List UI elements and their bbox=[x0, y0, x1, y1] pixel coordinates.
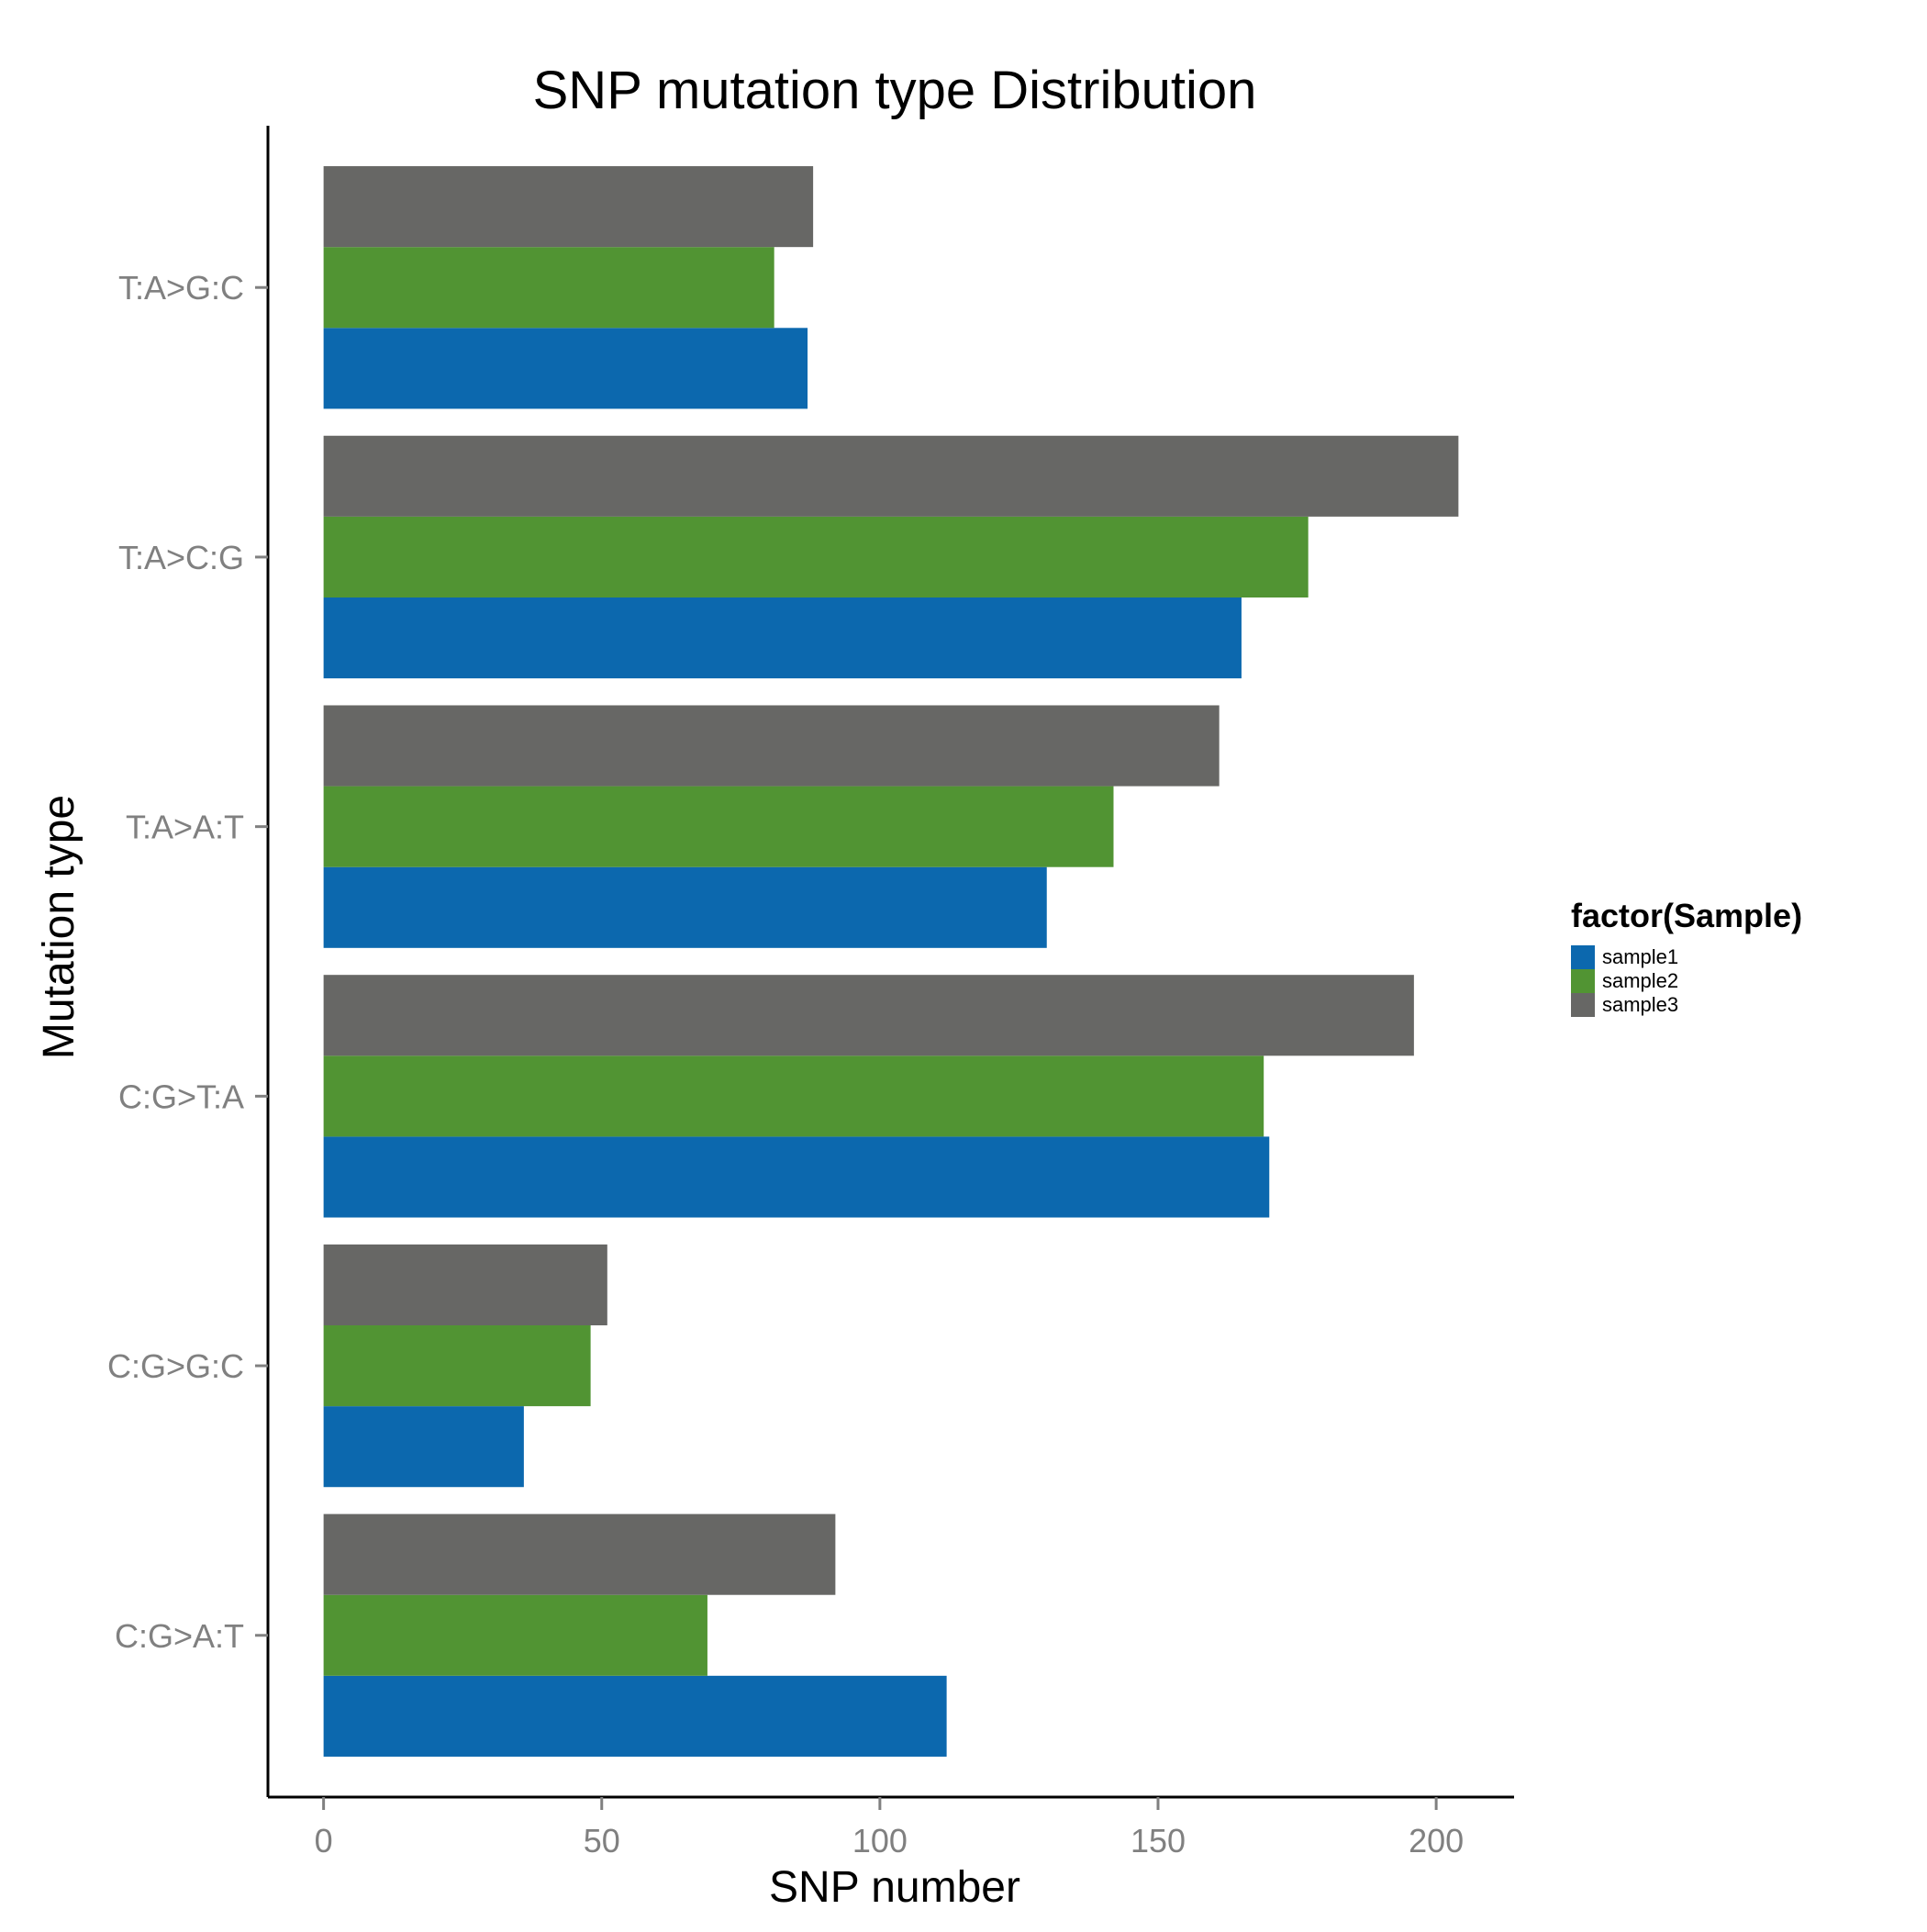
bar-sample1-T:A>G:C bbox=[323, 328, 808, 409]
y-tick-label-T:A>A:T: T:A>A:T bbox=[126, 809, 244, 846]
bar-sample2-C:G>G:C bbox=[323, 1325, 591, 1407]
bar-sample2-C:G>A:T bbox=[323, 1594, 707, 1676]
y-tick-label-T:A>C:G: T:A>C:G bbox=[118, 539, 244, 576]
bar-sample1-C:G>G:C bbox=[323, 1406, 524, 1488]
chart-title: SNP mutation type Distribution bbox=[533, 61, 1257, 120]
x-tick-label-200: 200 bbox=[1409, 1822, 1464, 1859]
legend-title: factor(Sample) bbox=[1571, 897, 1802, 934]
y-tick-label-C:G>T:A: C:G>T:A bbox=[118, 1078, 244, 1115]
bar-sample2-C:G>T:A bbox=[323, 1055, 1264, 1137]
x-tick-label-100: 100 bbox=[852, 1822, 908, 1859]
legend-key-sample3 bbox=[1571, 993, 1595, 1017]
legend-label-sample3: sample3 bbox=[1602, 993, 1678, 1016]
x-tick-label-0: 0 bbox=[315, 1822, 333, 1859]
bar-sample3-C:G>A:T bbox=[323, 1513, 836, 1595]
bar-sample3-C:G>G:C bbox=[323, 1244, 607, 1326]
bar-sample3-T:A>G:C bbox=[323, 166, 814, 248]
x-tick-label-150: 150 bbox=[1131, 1822, 1186, 1859]
bar-sample2-T:A>C:G bbox=[323, 516, 1309, 597]
y-tick-label-C:G>G:C: C:G>G:C bbox=[107, 1347, 244, 1385]
bar-sample2-T:A>G:C bbox=[323, 247, 774, 329]
legend-label-sample1: sample1 bbox=[1602, 945, 1678, 968]
bar-sample1-C:G>A:T bbox=[323, 1675, 947, 1757]
legend-key-sample2 bbox=[1571, 969, 1595, 993]
bar-sample3-C:G>T:A bbox=[323, 975, 1414, 1056]
y-tick-label-C:G>A:T: C:G>A:T bbox=[115, 1617, 244, 1655]
bar-sample2-T:A>A:T bbox=[323, 786, 1114, 867]
bar-sample1-T:A>C:G bbox=[323, 597, 1242, 679]
bars-layer bbox=[323, 166, 1459, 1757]
y-axis-title: Mutation type bbox=[35, 795, 84, 1059]
y-tick-label-T:A>G:C: T:A>G:C bbox=[118, 269, 244, 307]
x-axis-title: SNP number bbox=[769, 1863, 1020, 1912]
x-tick-label-50: 50 bbox=[584, 1822, 620, 1859]
bar-sample3-T:A>C:G bbox=[323, 435, 1459, 517]
bar-sample1-C:G>T:A bbox=[323, 1136, 1270, 1218]
bar-sample1-T:A>A:T bbox=[323, 866, 1047, 948]
legend-label-sample2: sample2 bbox=[1602, 969, 1678, 992]
bar-sample3-T:A>A:T bbox=[323, 705, 1220, 787]
legend-key-sample1 bbox=[1571, 945, 1595, 969]
axes-layer: 0 50 100 150 200 C:G>A:T C:G>G:C C:G>T:A T:A>A:T… bbox=[107, 126, 1514, 1859]
